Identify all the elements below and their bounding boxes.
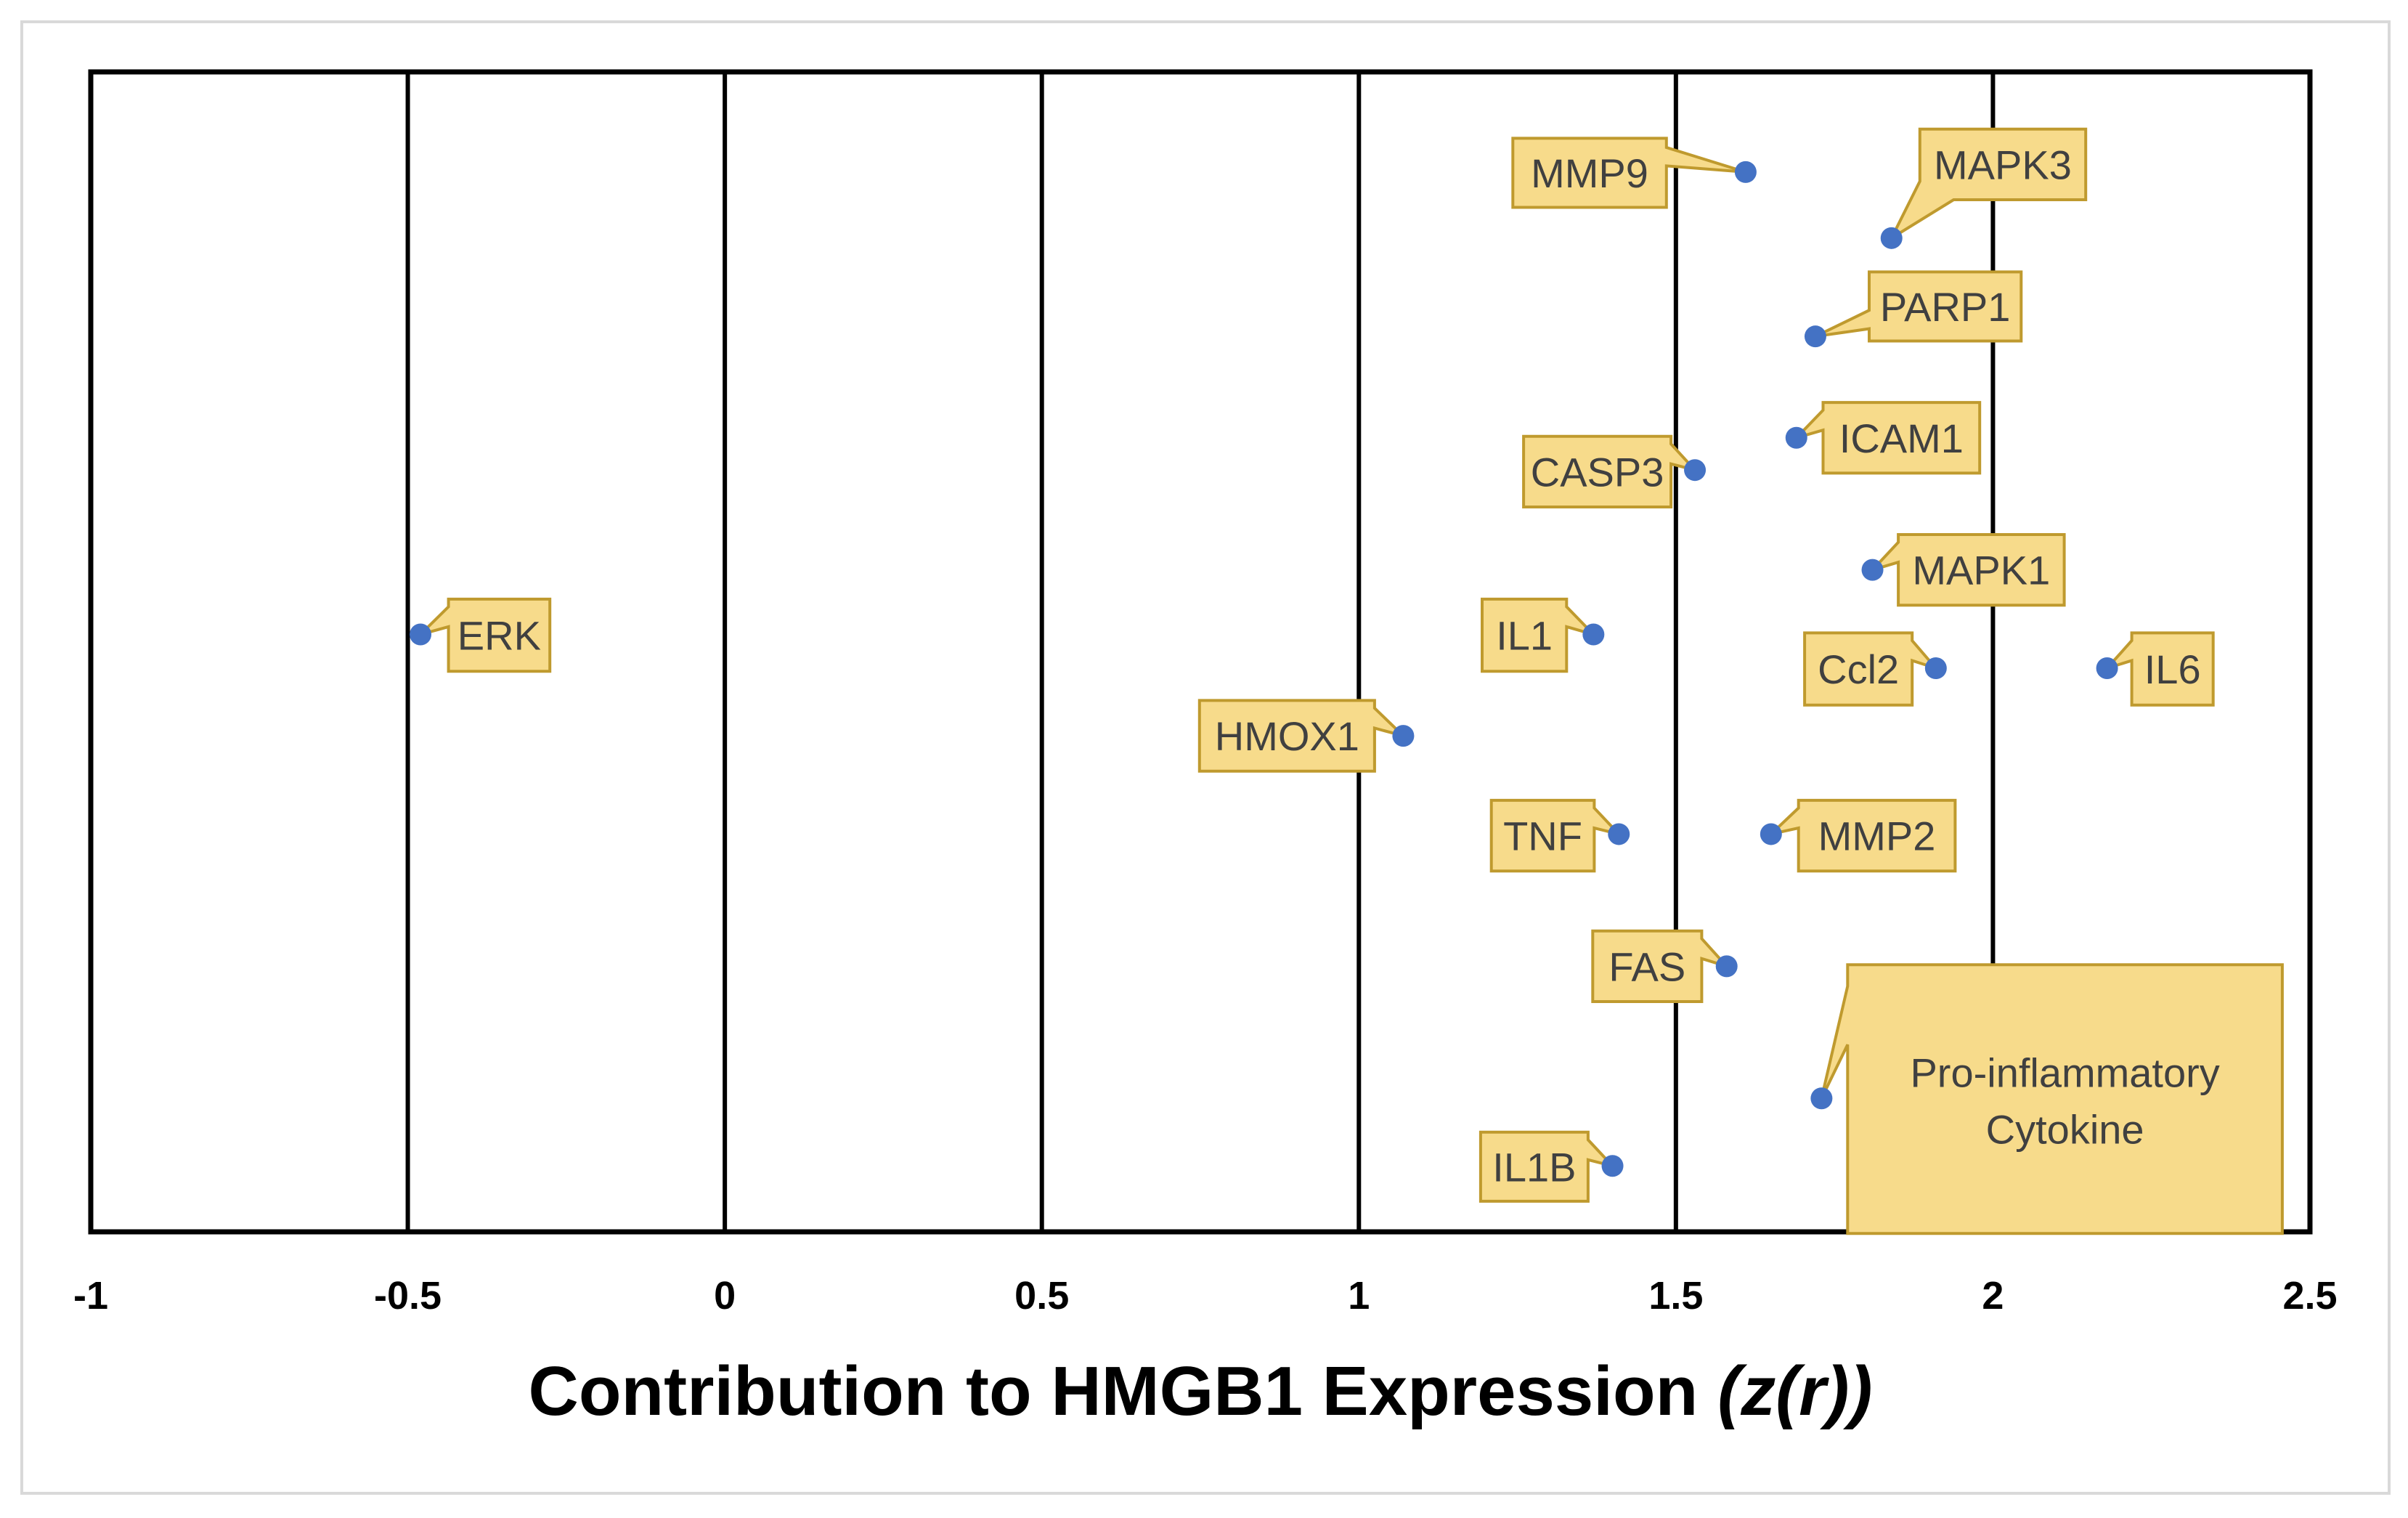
data-point [1608,823,1630,845]
data-point [1392,725,1415,747]
data-point [1804,325,1826,348]
point-label-box [1511,137,1746,209]
data-point [1760,823,1782,845]
point-label-box [1489,798,1624,873]
x-tick-label: 1 [1348,1274,1370,1318]
point-label-box [1815,270,2023,343]
x-axis-title-main: Contribution to HMGB1 Expression [529,1352,1699,1430]
point-label-box [1766,798,1957,873]
point-label: ICAM1 [1839,415,1964,461]
point-label: PARP1 [1880,284,2010,330]
x-tick-label: 0 [714,1274,736,1318]
x-tick-label: 2.5 [2282,1274,2337,1318]
point-label-box [1868,533,2066,607]
data-point [1601,1155,1624,1177]
data-point [1861,559,1884,581]
point-label-box [2102,631,2215,707]
legend-marker [1810,1087,1833,1110]
point-label: IL1B [1492,1144,1576,1190]
data-point [1785,426,1807,449]
point-label: MAPK1 [1912,548,2050,593]
point-label: MMP2 [1818,813,1936,859]
point-label-box [1791,401,1982,475]
data-point [1880,227,1903,249]
x-axis-ticks: -1 -0.5 0 0.5 1 1.5 2 2.5 [73,1274,2338,1318]
point-label-box [1481,597,1598,673]
point-label: FAS [1608,943,1685,989]
point-label: HMOX1 [1215,713,1359,759]
data-point [2096,657,2118,680]
point-label: Ccl2 [1818,646,1899,692]
data-point [1734,161,1757,183]
data-point [1924,657,1947,680]
point-label-box [1591,929,1732,1003]
x-tick-label: 0.5 [1014,1274,1069,1318]
point-label-box [415,597,552,673]
point-label: MMP9 [1531,150,1648,196]
x-tick-label: -1 [73,1274,108,1318]
x-tick-label: -0.5 [374,1274,442,1318]
point-label: IL1 [1496,613,1553,659]
legend-box [1820,963,2284,1235]
x-tick-label: 1.5 [1648,1274,1703,1318]
point-label-box [1478,1130,1617,1203]
data-point [1684,459,1707,482]
point-label-box [1522,434,1700,508]
point-labels: MMP9 MAPK3 PARP1 ICAM1 CASP3 MAPK1 ERK IL1 Ccl2 I… [415,127,2284,1235]
legend-label: Pro-inflammatory [1910,1050,2219,1095]
x-axis-title: Contribution to HMGB1 Expression (z(r)) [529,1352,1873,1430]
x-axis-title-unit: (z(r)) [1717,1352,1872,1430]
point-label-box [1803,631,1940,707]
x-tick-label: 2 [1982,1274,2004,1318]
point-label-box [1887,127,2088,243]
plot-area-border [88,69,2313,1235]
point-label: ERK [457,613,541,659]
point-label: IL6 [2144,646,2201,692]
data-point [1715,955,1738,978]
data-point [1582,623,1605,646]
point-label: MAPK3 [1934,142,2072,187]
legend-label: Cytokine [1986,1107,2144,1153]
point-label: TNF [1503,813,1582,859]
point-label-box [1197,699,1404,773]
data-points [410,161,2118,1177]
data-point [410,623,432,646]
point-label: CASP3 [1531,449,1664,495]
